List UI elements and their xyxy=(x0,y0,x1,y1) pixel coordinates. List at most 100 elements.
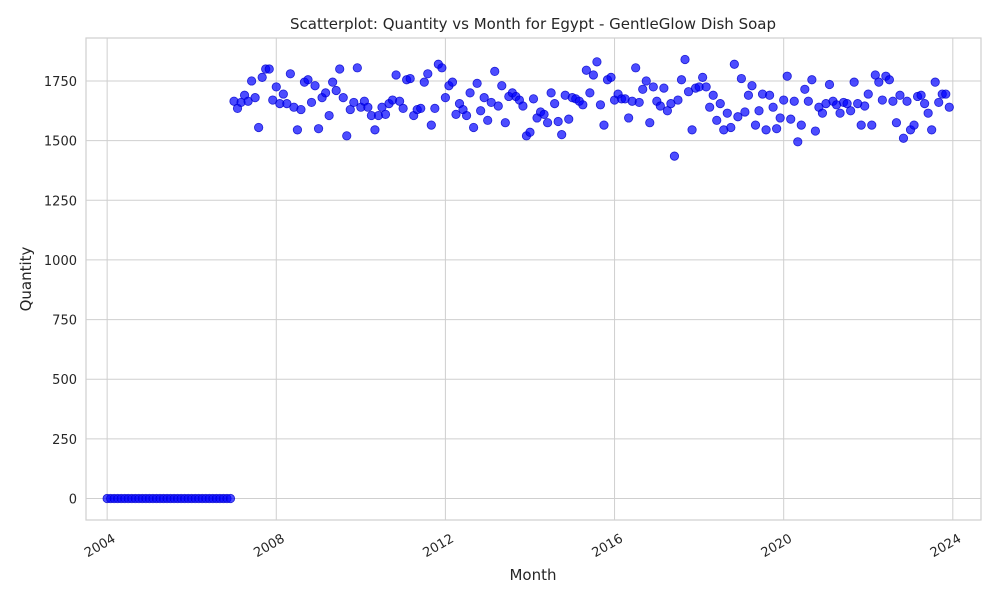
data-point xyxy=(451,109,461,119)
data-point xyxy=(930,77,940,87)
data-point xyxy=(264,64,274,74)
data-point xyxy=(437,63,447,73)
data-point xyxy=(676,75,687,85)
data-point xyxy=(550,99,560,109)
data-point xyxy=(708,90,718,100)
data-point xyxy=(430,103,440,113)
data-point xyxy=(764,90,775,100)
data-point xyxy=(624,113,634,123)
data-point xyxy=(592,57,602,67)
data-point xyxy=(557,130,567,140)
data-point xyxy=(285,69,295,79)
data-point xyxy=(846,106,856,116)
data-point xyxy=(564,114,574,124)
data-point xyxy=(465,88,475,98)
y-tick-label: 0 xyxy=(69,493,77,508)
data-point xyxy=(321,88,331,98)
data-point xyxy=(324,110,334,121)
data-point xyxy=(528,94,539,104)
data-point xyxy=(712,115,722,125)
data-point xyxy=(909,120,919,130)
data-point xyxy=(497,81,507,91)
data-point xyxy=(405,73,415,84)
data-point xyxy=(472,78,482,88)
data-point xyxy=(335,64,345,74)
data-point xyxy=(342,131,352,141)
data-point xyxy=(345,104,355,115)
data-point xyxy=(553,116,563,127)
data-point xyxy=(779,95,789,105)
data-point xyxy=(546,88,556,98)
data-point xyxy=(817,108,828,118)
y-axis-label: Quantity xyxy=(17,246,35,311)
data-point xyxy=(296,104,306,115)
data-point xyxy=(659,83,669,93)
data-point xyxy=(902,96,912,106)
data-point xyxy=(860,101,870,111)
data-point xyxy=(338,93,348,103)
data-point xyxy=(920,99,930,109)
data-point xyxy=(916,90,926,100)
data-point xyxy=(934,97,944,108)
grid-lines xyxy=(86,38,981,520)
data-point xyxy=(250,93,260,103)
data-point xyxy=(310,81,320,91)
data-point xyxy=(398,103,408,113)
data-point xyxy=(705,102,715,112)
data-point xyxy=(349,97,359,108)
x-tick-label: 2020 xyxy=(759,531,795,561)
data-point xyxy=(423,69,433,79)
data-point xyxy=(313,124,324,134)
data-point xyxy=(461,110,472,121)
data-point xyxy=(395,96,405,106)
data-points xyxy=(102,54,954,504)
data-point xyxy=(772,124,782,134)
data-point xyxy=(380,109,391,119)
plot-frame xyxy=(85,37,982,521)
data-point xyxy=(303,75,313,85)
data-point xyxy=(761,125,771,135)
data-point xyxy=(747,81,757,91)
data-point xyxy=(655,101,665,111)
data-point xyxy=(800,84,810,94)
data-point xyxy=(754,106,764,116)
data-point xyxy=(645,118,655,128)
data-point xyxy=(542,118,553,128)
data-point xyxy=(863,89,873,99)
data-point xyxy=(638,84,648,94)
x-tick-label: 2004 xyxy=(82,531,118,561)
data-point xyxy=(870,70,880,80)
data-point xyxy=(247,76,257,86)
data-point xyxy=(687,125,697,135)
data-point xyxy=(775,113,785,123)
data-point xyxy=(634,97,644,108)
data-point xyxy=(483,115,493,125)
data-point xyxy=(363,102,373,112)
data-point xyxy=(789,96,799,106)
data-point xyxy=(578,100,588,110)
data-point xyxy=(606,72,616,82)
data-point xyxy=(440,93,451,103)
data-point xyxy=(493,101,503,111)
data-point xyxy=(750,120,761,130)
data-point xyxy=(701,82,711,92)
data-point xyxy=(824,79,835,90)
data-point xyxy=(257,72,267,82)
data-point xyxy=(518,101,528,111)
data-point xyxy=(479,93,489,103)
x-axis-label: Month xyxy=(509,566,556,584)
data-point xyxy=(595,100,606,110)
data-point xyxy=(254,122,264,133)
data-point xyxy=(641,76,651,86)
data-point xyxy=(525,127,535,137)
y-tick-label: 1000 xyxy=(44,254,77,269)
x-tick-labels: 2004 2008 2012 2016 2020 2024 xyxy=(82,531,964,561)
data-point xyxy=(803,96,813,106)
y-tick-label: 1500 xyxy=(44,135,77,150)
x-tick-label: 2016 xyxy=(590,531,626,561)
data-point xyxy=(419,77,429,87)
data-point xyxy=(743,90,754,100)
data-point xyxy=(539,109,549,119)
data-point xyxy=(599,120,609,130)
data-point xyxy=(468,122,479,133)
